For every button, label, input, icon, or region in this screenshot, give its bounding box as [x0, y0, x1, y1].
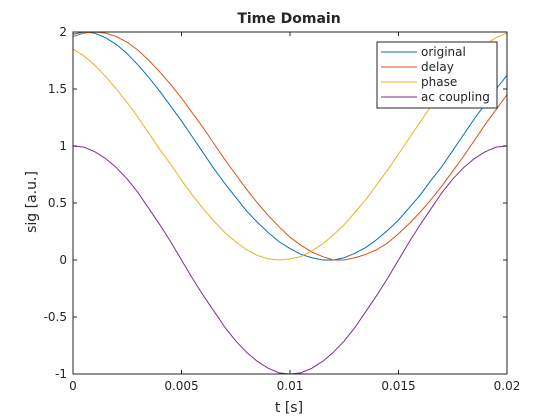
- y-axis: -1 -0.5 0 0.5 1 1.5 2: [44, 25, 507, 381]
- x-tick-label: 0.01: [277, 379, 304, 393]
- legend-label: original: [421, 45, 466, 59]
- y-tick-label: 0.5: [48, 196, 67, 210]
- series-line-delay: [72, 31, 508, 261]
- x-axis: 0 0.005 0.01 0.015 0.02: [69, 32, 520, 393]
- y-tick-label: 2: [59, 25, 67, 39]
- x-axis-title: t [s]: [275, 400, 303, 416]
- x-tick-label: 0: [69, 379, 77, 393]
- y-tick-label: 1.5: [48, 82, 67, 96]
- x-tick-label: 0.015: [381, 379, 415, 393]
- y-tick-label: -1: [55, 367, 67, 381]
- x-tick-label: 0.005: [164, 379, 198, 393]
- chart-title: Time Domain: [237, 11, 340, 27]
- x-tick-label: 0.02: [494, 379, 521, 393]
- legend-label: delay: [421, 60, 454, 74]
- y-tick-label: -0.5: [44, 310, 67, 324]
- y-tick-label: 1: [59, 139, 67, 153]
- legend-label: phase: [421, 75, 457, 89]
- y-axis-title: sig [a.u.]: [24, 171, 40, 233]
- legend-label: ac coupling: [421, 90, 490, 104]
- series-line-original: [72, 31, 508, 261]
- y-tick-label: 0: [59, 253, 67, 267]
